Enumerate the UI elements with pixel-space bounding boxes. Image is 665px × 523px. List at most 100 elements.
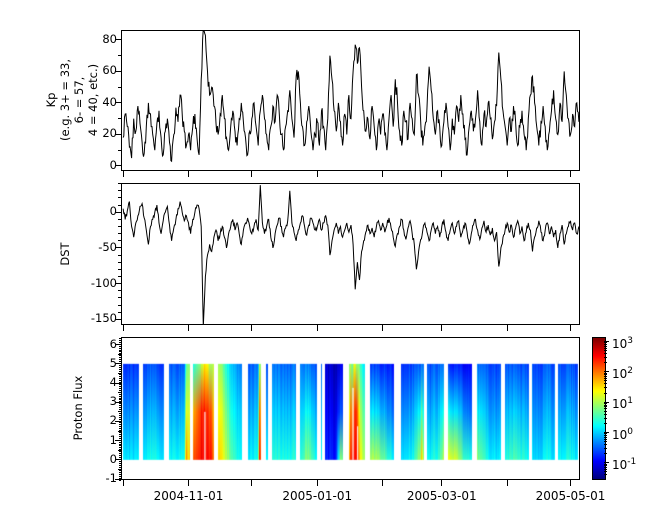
colorbar-minor-tick — [604, 434, 607, 436]
y-fine-tick — [119, 443, 121, 445]
x-month-tick — [122, 325, 124, 331]
y-fine-tick — [119, 405, 121, 407]
y-fine-tick — [119, 370, 121, 372]
colorbar-minor-tick — [604, 342, 607, 344]
x-month-tick — [122, 171, 124, 177]
y-minor-tick — [118, 311, 121, 313]
colorbar-exponent: -1 — [627, 456, 637, 467]
y-fine-tick — [119, 353, 121, 355]
y-fine-tick — [119, 349, 121, 351]
y-major-tick — [115, 283, 121, 285]
date-label: 2005-03-01 — [406, 489, 477, 503]
y-fine-tick — [119, 391, 121, 393]
colorbar-minor-tick — [604, 356, 607, 358]
colorbar-minor-tick — [604, 417, 607, 419]
colorbar-minor-tick — [604, 410, 607, 412]
x-month-tick — [570, 480, 571, 486]
y-fine-tick — [119, 409, 121, 410]
y-fine-tick — [119, 426, 121, 428]
colorbar-exponent: 0 — [627, 426, 634, 437]
y-fine-tick — [119, 357, 121, 359]
x-month-tick — [382, 325, 384, 331]
y-fine-tick — [119, 476, 121, 478]
colorbar-exponent: 1 — [627, 396, 634, 407]
y-fine-tick — [119, 468, 121, 470]
y-fine-tick — [119, 374, 121, 376]
y-fine-tick — [119, 474, 121, 476]
y-fine-tick — [119, 437, 121, 439]
colorbar-minor-tick — [604, 438, 607, 440]
y-fine-tick — [119, 389, 121, 391]
y-fine-tick — [119, 428, 121, 430]
y-fine-tick — [119, 422, 121, 424]
y-fine-tick — [119, 455, 121, 456]
y-major-tick — [115, 401, 121, 403]
colorbar-base: 10 — [612, 366, 628, 381]
colorbar-minor-tick — [604, 347, 607, 349]
y-fine-tick — [119, 458, 121, 460]
y-fine-tick — [119, 460, 121, 462]
y-tick-label: -1 — [105, 471, 117, 486]
proton-flux-heatmap — [121, 337, 580, 480]
colorbar-minor-tick — [604, 362, 607, 364]
colorbar-tick-label: 103 — [612, 335, 633, 350]
y-fine-tick — [119, 424, 121, 426]
colorbar-major-tick — [604, 341, 609, 343]
kp_index-line — [122, 30, 580, 163]
y-tick-label: 0 — [109, 451, 117, 466]
colorbar-minor-tick — [604, 387, 607, 389]
x-month-tick — [382, 480, 384, 486]
y-major-tick — [115, 70, 121, 72]
y-fine-tick — [119, 351, 121, 353]
y-tick-label: 40 — [102, 94, 117, 109]
y-fine-tick — [119, 401, 121, 403]
y-fine-tick — [119, 341, 121, 343]
y-fine-tick — [119, 435, 121, 437]
x-month-tick — [188, 325, 190, 331]
y-fine-tick — [119, 345, 121, 347]
colorbar-tick-label: 100 — [612, 426, 633, 441]
x-month-tick — [251, 480, 253, 486]
colorbar-minor-tick — [604, 453, 607, 455]
colorbar-exponent: 2 — [627, 365, 634, 376]
y-fine-tick — [119, 466, 121, 468]
y-fine-tick — [119, 432, 121, 433]
x-month-tick — [188, 171, 190, 177]
y-fine-tick — [119, 470, 121, 472]
y-fine-tick — [119, 338, 121, 339]
colorbar-minor-tick — [604, 374, 607, 376]
y-minor-tick — [118, 290, 121, 292]
y-fine-tick — [119, 395, 121, 397]
y-fine-tick — [119, 430, 121, 432]
colorbar-minor-tick — [604, 353, 607, 355]
colorbar-minor-tick — [604, 345, 607, 347]
colorbar-minor-tick — [604, 465, 607, 467]
y-fine-tick — [119, 372, 121, 374]
colorbar-minor-tick — [604, 376, 607, 378]
colorbar-tick-label: 101 — [612, 395, 633, 410]
y-tick-label: -100 — [90, 275, 117, 290]
y-fine-tick — [119, 380, 121, 382]
y-fine-tick — [119, 359, 121, 361]
y-fine-tick — [119, 347, 121, 349]
y-minor-tick — [118, 233, 121, 235]
colorbar-minor-tick — [604, 372, 607, 374]
y-fine-tick — [119, 362, 121, 364]
y-fine-tick — [119, 366, 121, 368]
y-major-tick — [115, 211, 121, 213]
colorbar-minor-tick — [604, 378, 607, 380]
y-tick-label: 60 — [102, 63, 117, 78]
y-fine-tick — [119, 364, 121, 366]
kp-axis-label-line: (e.g. 3+ = 33, — [58, 58, 72, 142]
y-minor-tick — [118, 190, 121, 192]
colorbar-minor-tick — [604, 447, 607, 449]
y-fine-tick — [119, 418, 121, 420]
y-fine-tick — [119, 457, 121, 458]
x-month-tick — [570, 171, 571, 177]
x-month-tick — [506, 480, 508, 486]
y-tick-label: 3 — [109, 394, 117, 409]
y-minor-tick — [118, 304, 121, 306]
x-month-tick — [382, 171, 384, 177]
y-major-tick — [115, 478, 121, 480]
y-tick-label: 1 — [109, 432, 117, 447]
